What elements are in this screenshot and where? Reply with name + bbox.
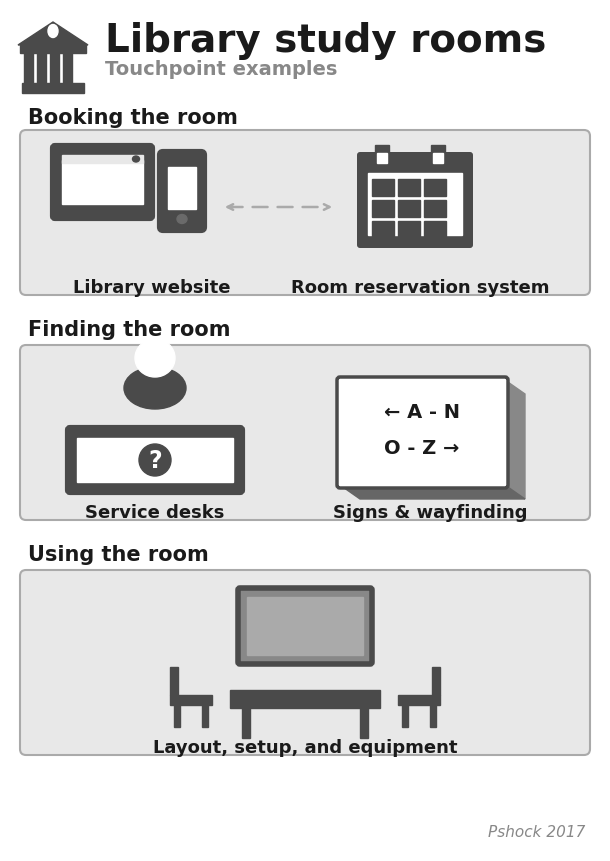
FancyBboxPatch shape — [52, 145, 153, 219]
Ellipse shape — [124, 367, 186, 409]
Bar — [24, 51, 33, 83]
Bar — [77, 438, 233, 482]
Bar — [398, 200, 420, 217]
Bar — [174, 705, 180, 727]
Bar — [62, 155, 143, 163]
FancyBboxPatch shape — [159, 151, 205, 231]
Bar — [375, 145, 389, 167]
Bar — [398, 221, 420, 238]
Bar — [424, 200, 446, 217]
Text: Using the room: Using the room — [28, 545, 209, 565]
Text: Room reservation system: Room reservation system — [291, 279, 549, 297]
FancyBboxPatch shape — [20, 570, 590, 755]
Text: Library website: Library website — [73, 279, 231, 297]
Bar — [430, 705, 436, 727]
Bar — [372, 179, 394, 196]
Bar — [433, 153, 443, 163]
Bar — [50, 51, 59, 83]
Bar — [402, 705, 408, 727]
Bar — [62, 160, 143, 204]
Bar — [202, 705, 208, 727]
Bar — [230, 690, 380, 708]
Polygon shape — [505, 380, 525, 499]
Ellipse shape — [177, 214, 187, 224]
Bar — [372, 200, 394, 217]
Polygon shape — [340, 485, 525, 499]
FancyBboxPatch shape — [20, 345, 590, 520]
Bar — [20, 45, 86, 53]
Bar — [37, 51, 46, 83]
Bar — [368, 173, 462, 235]
Text: Layout, setup, and equipment: Layout, setup, and equipment — [152, 739, 458, 757]
Bar — [424, 179, 446, 196]
Ellipse shape — [132, 156, 140, 162]
Ellipse shape — [139, 444, 171, 476]
Bar — [372, 221, 394, 238]
Bar — [63, 51, 72, 83]
Text: Finding the room: Finding the room — [28, 320, 231, 340]
Text: Pshock 2017: Pshock 2017 — [487, 825, 585, 840]
Bar — [431, 145, 445, 167]
Bar — [22, 83, 84, 93]
Text: Library study rooms: Library study rooms — [105, 22, 547, 60]
Text: Touchpoint examples: Touchpoint examples — [105, 60, 337, 79]
Polygon shape — [18, 22, 88, 45]
Bar — [247, 597, 363, 655]
Bar — [360, 708, 368, 738]
Bar — [170, 667, 178, 695]
FancyBboxPatch shape — [238, 588, 372, 664]
Bar — [398, 695, 440, 705]
Ellipse shape — [48, 24, 58, 38]
Bar — [398, 179, 420, 196]
Bar — [432, 667, 440, 695]
Bar — [170, 695, 212, 705]
Text: ← A - N: ← A - N — [384, 402, 460, 422]
FancyBboxPatch shape — [357, 152, 473, 248]
Bar — [377, 153, 387, 163]
FancyBboxPatch shape — [337, 377, 508, 488]
Text: O - Z →: O - Z → — [384, 438, 460, 457]
Text: Signs & wayfinding: Signs & wayfinding — [332, 504, 527, 522]
FancyBboxPatch shape — [20, 130, 590, 295]
Text: Booking the room: Booking the room — [28, 108, 238, 128]
Text: Service desks: Service desks — [85, 504, 224, 522]
Text: ?: ? — [148, 449, 162, 473]
Bar — [242, 708, 250, 738]
Bar — [424, 221, 446, 238]
FancyBboxPatch shape — [67, 427, 243, 493]
Ellipse shape — [135, 339, 175, 377]
Bar — [168, 167, 196, 209]
